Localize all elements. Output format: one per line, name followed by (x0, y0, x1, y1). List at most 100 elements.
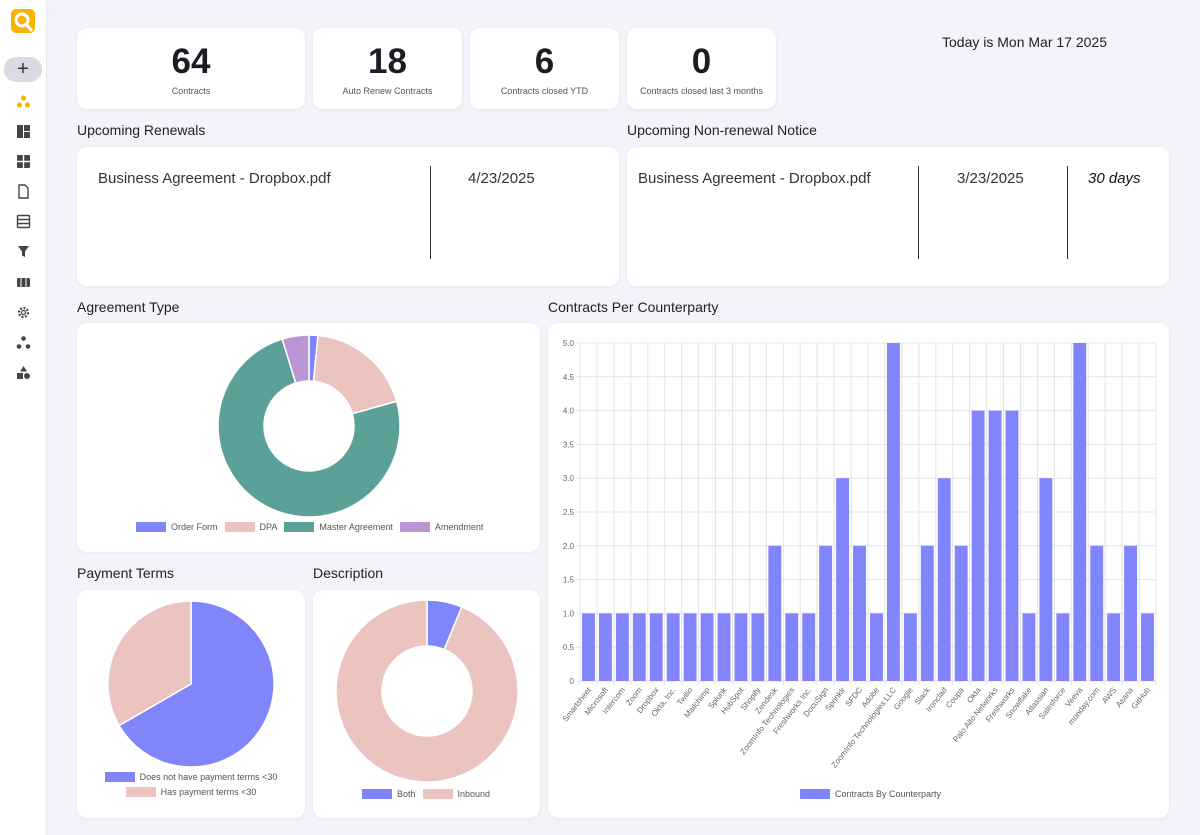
divider (1067, 166, 1068, 259)
x-tick-label: Coupa (944, 685, 966, 710)
renewal-file[interactable]: Business Agreement - Dropbox.pdf (98, 170, 331, 187)
y-tick-label: 2.0 (563, 542, 575, 551)
legend-swatch (399, 522, 430, 532)
stat-label: Contracts closed last 3 months (639, 86, 764, 96)
bar-asana[interactable] (1124, 545, 1138, 681)
bar-docusign[interactable] (819, 545, 833, 681)
bar-sfdc[interactable] (853, 545, 866, 681)
legend-label: Order Form (171, 522, 218, 532)
pie-slice-inbound[interactable] (335, 599, 519, 783)
bar-zoom[interactable] (632, 613, 646, 681)
bar-veeva[interactable] (1073, 343, 1087, 681)
legend-swatch (800, 789, 830, 799)
legend-item[interactable]: Order Form (136, 522, 218, 532)
agreement-title: Agreement Type (77, 299, 180, 315)
pie-slice-dpa[interactable] (312, 334, 398, 415)
counterparty-legend: Contracts By Counterparty (800, 789, 941, 799)
document-icon[interactable] (16, 184, 31, 199)
counterparty-title: Contracts Per Counterparty (548, 299, 719, 315)
bar-monday-com[interactable] (1090, 545, 1104, 681)
bar-salesforce[interactable] (1056, 613, 1070, 681)
payment-title: Payment Terms (77, 565, 174, 581)
y-tick-label: 3.5 (563, 440, 575, 449)
workflow-icon[interactable] (16, 275, 31, 290)
agreement-type-chart (217, 334, 401, 518)
bar-dropbox[interactable] (649, 613, 663, 681)
bar-okta[interactable] (971, 410, 985, 681)
divider (918, 166, 919, 259)
bar-smartsheet[interactable] (582, 613, 595, 681)
stat-label: Contracts (171, 86, 211, 96)
renewals-card: Business Agreement - Dropbox.pdf 4/23/20… (77, 147, 619, 286)
legend-item[interactable]: DPA (224, 522, 278, 532)
y-tick-label: 3.0 (563, 474, 575, 483)
stat-card-contracts[interactable]: 64 Contracts (77, 28, 305, 109)
pie-slice-has-payment-terms-30[interactable] (107, 600, 192, 727)
stat-card-auto-renew[interactable]: 18 Auto Renew Contracts (313, 28, 462, 109)
stat-value: 0 (691, 42, 712, 81)
legend-item[interactable]: Amendment (399, 522, 483, 532)
pie-slice-does-not-have-payment-terms-30[interactable] (118, 600, 275, 768)
nonrenewal-title: Upcoming Non-renewal Notice (627, 122, 817, 138)
bar-intercom[interactable] (615, 613, 629, 681)
y-tick-label: 4.0 (563, 407, 575, 416)
bar-palo-alto-networks[interactable] (988, 410, 1002, 681)
stat-value: 18 (368, 42, 407, 81)
description-card: Both Inbound (313, 590, 540, 818)
bar-hubspot[interactable] (734, 613, 748, 681)
legend-item[interactable]: Does not have payment terms <30 (77, 772, 305, 782)
bar-ironclad[interactable] (937, 478, 951, 681)
legend-item[interactable]: Inbound (422, 789, 491, 799)
bar-snowflake[interactable] (1022, 613, 1036, 681)
add-button[interactable]: + (4, 57, 42, 82)
q-logo-icon[interactable] (11, 9, 35, 35)
y-tick-label: 1.5 (563, 576, 575, 585)
legend-label: Has payment terms <30 (160, 787, 257, 797)
bar-freshworks[interactable] (1005, 410, 1019, 681)
bar-adobe[interactable] (870, 613, 883, 681)
shapes-icon[interactable] (16, 365, 31, 380)
pie-slice-amendment[interactable] (281, 334, 310, 384)
legend-swatch (284, 522, 315, 532)
bar-shopify[interactable] (751, 613, 765, 681)
bar-splunk[interactable] (717, 613, 731, 681)
bar-google[interactable] (903, 613, 917, 681)
network-icon[interactable] (16, 335, 31, 350)
filter-icon[interactable] (16, 244, 31, 259)
legend-item[interactable]: Both (362, 789, 416, 799)
description-title: Description (313, 565, 384, 581)
stat-label: Contracts closed YTD (500, 86, 589, 96)
stat-value: 6 (534, 42, 555, 81)
gear-icon[interactable] (16, 305, 31, 320)
stat-card-closed-3m[interactable]: 0 Contracts closed last 3 months (627, 28, 776, 109)
bar-microsoft[interactable] (598, 613, 612, 681)
bar-zoominfo-technologies[interactable] (785, 613, 799, 681)
legend-item[interactable]: Has payment terms <30 (77, 787, 305, 797)
legend-label: Inbound (457, 789, 491, 799)
bar-okta-inc[interactable] (666, 613, 680, 681)
bar-freshworks-inc[interactable] (802, 613, 816, 681)
bar-github[interactable] (1141, 613, 1154, 681)
legend-label: DPA (259, 522, 278, 532)
y-tick-label: 0.5 (563, 643, 575, 652)
bar-atlassian[interactable] (1039, 478, 1053, 681)
bar-zoominfo-technologies-llc[interactable] (886, 343, 900, 681)
bar-zendesk[interactable] (768, 545, 782, 681)
bar-aws[interactable] (1107, 613, 1121, 681)
agreement-card: Order Form DPA Master Agreement Amendment (77, 323, 540, 552)
legend-swatch (136, 522, 166, 532)
description-legend: Both Inbound (362, 789, 497, 799)
bar-slack[interactable] (920, 545, 934, 681)
bar-coupa[interactable] (954, 545, 968, 681)
legend-item[interactable]: Master Agreement (284, 522, 393, 532)
stat-card-closed-ytd[interactable]: 6 Contracts closed YTD (470, 28, 619, 109)
layout-icon[interactable] (16, 124, 31, 139)
grid-icon[interactable] (16, 154, 31, 169)
dashboard-icon[interactable] (16, 94, 31, 109)
bar-sprinklr[interactable] (836, 478, 850, 681)
pie-slice-master-agreement[interactable] (217, 338, 401, 518)
nonrenewal-file[interactable]: Business Agreement - Dropbox.pdf (638, 170, 871, 187)
table-icon[interactable] (16, 214, 31, 229)
bar-mailchimp[interactable] (700, 613, 714, 681)
bar-twilio[interactable] (683, 613, 697, 681)
